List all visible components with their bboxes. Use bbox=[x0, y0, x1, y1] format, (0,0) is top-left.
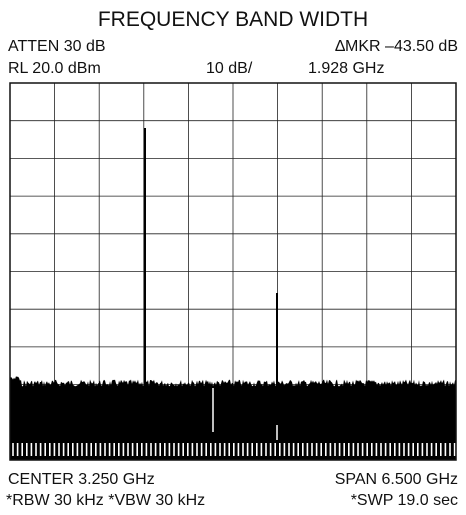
title: FREQUENCY BAND WIDTH bbox=[98, 8, 368, 31]
span: SPAN 6.500 GHz bbox=[335, 471, 458, 488]
center: CENTER 3.250 GHz bbox=[8, 471, 155, 488]
graticule bbox=[10, 83, 456, 460]
noise-floor bbox=[10, 376, 456, 440]
atten: ATTEN 30 dB bbox=[8, 38, 106, 55]
ref-level: RL 20.0 dBm bbox=[8, 60, 101, 77]
marker-freq: 1.928 GHz bbox=[308, 60, 384, 77]
sweep: *SWP 19.0 sec bbox=[351, 492, 458, 509]
marker: ∆MKR –43.50 dB bbox=[335, 38, 458, 55]
scale: 10 dB/ bbox=[206, 60, 253, 77]
rbw-vbw: *RBW 30 kHz *VBW 30 kHz bbox=[6, 492, 205, 509]
frame bbox=[9, 82, 457, 461]
